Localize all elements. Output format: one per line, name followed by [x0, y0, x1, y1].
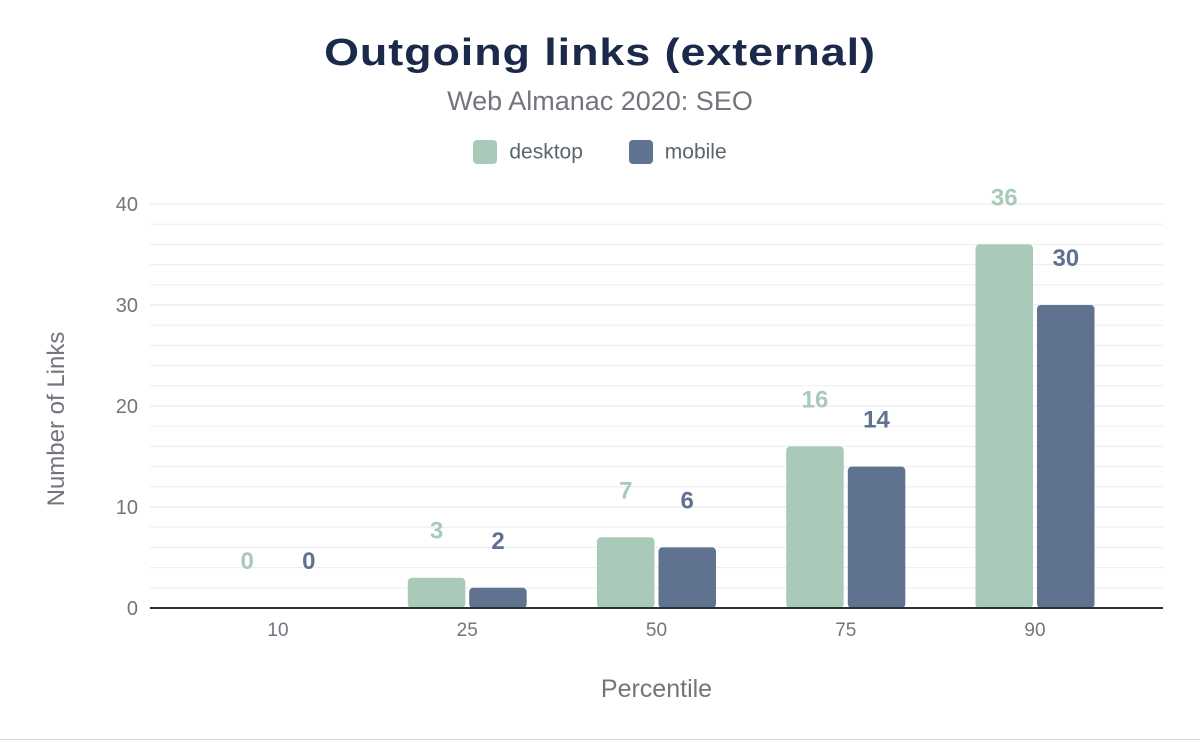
- svg-text:36: 36: [991, 184, 1018, 211]
- svg-text:10: 10: [267, 620, 288, 641]
- svg-text:0: 0: [302, 548, 315, 575]
- svg-text:25: 25: [457, 620, 478, 641]
- svg-text:6: 6: [681, 487, 694, 514]
- svg-text:75: 75: [835, 620, 856, 641]
- svg-text:10: 10: [116, 497, 138, 519]
- svg-text:40: 40: [116, 194, 138, 216]
- svg-text:7: 7: [619, 477, 632, 504]
- svg-text:0: 0: [241, 548, 254, 575]
- svg-text:50: 50: [646, 620, 667, 641]
- svg-text:14: 14: [863, 407, 890, 434]
- svg-text:90: 90: [1024, 620, 1045, 641]
- svg-text:30: 30: [1052, 245, 1079, 272]
- svg-text:16: 16: [802, 386, 829, 413]
- svg-text:3: 3: [430, 518, 443, 545]
- svg-text:2: 2: [491, 528, 504, 555]
- svg-text:30: 30: [116, 295, 138, 317]
- svg-text:20: 20: [116, 396, 138, 418]
- svg-text:0: 0: [127, 598, 138, 620]
